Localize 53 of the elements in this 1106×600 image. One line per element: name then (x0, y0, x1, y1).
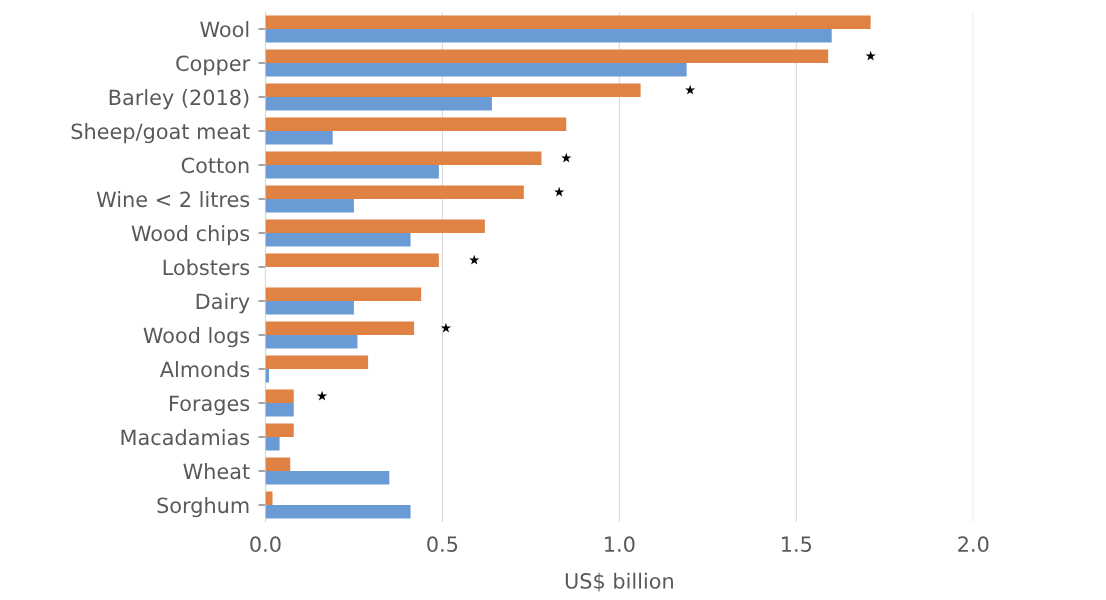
bar (265, 199, 354, 213)
bar (265, 97, 492, 111)
x-tick-label: 1.5 (782, 536, 812, 553)
bar (265, 471, 390, 485)
bar (265, 287, 422, 301)
point (561, 152, 572, 163)
bar (265, 389, 294, 403)
y-tick-label: Cotton (181, 157, 249, 174)
point (685, 84, 696, 95)
point (469, 254, 480, 265)
bar (265, 185, 524, 199)
y-tick-label: Wine < 2 litres (96, 191, 250, 208)
bar (265, 491, 273, 505)
bar (265, 49, 829, 63)
bar (265, 253, 439, 267)
bar (265, 321, 415, 335)
y-tick-label: Wood logs (143, 327, 250, 348)
y-tick-label: Wheat (183, 463, 250, 480)
x-tick-label: 0.5 (427, 536, 458, 553)
y-tick-label: Barley (2018) (109, 89, 249, 110)
x-tick-label: 1.0 (605, 536, 635, 553)
bar (265, 15, 871, 29)
bar (265, 83, 641, 97)
bar (265, 219, 485, 233)
bar (265, 301, 354, 315)
bar (265, 505, 411, 519)
bar (265, 165, 439, 179)
x-axis-title: US$ billion (565, 572, 673, 592)
y-tick-label: Sheep/goat meat (71, 123, 250, 144)
y-tick-label: Wood chips (131, 225, 250, 246)
bar (265, 457, 291, 471)
bar (265, 437, 280, 451)
x-tick-label: 0.0 (250, 536, 281, 553)
point (865, 50, 876, 61)
bar (265, 403, 294, 417)
y-tick-label: Sorghum (157, 497, 249, 518)
y-tick-label: Almonds (159, 361, 250, 378)
y-tick-label: Forages (170, 395, 250, 416)
bar (265, 335, 358, 349)
y-tick-label: Macadamias (121, 429, 250, 446)
y-tick-label: Copper (176, 55, 251, 76)
bar (265, 117, 567, 131)
bar (265, 423, 294, 437)
y-tick-label: Dairy (196, 293, 250, 314)
bar (265, 63, 687, 77)
bar (265, 233, 411, 247)
x-tick-label: 2.0 (958, 536, 989, 553)
bar (265, 355, 369, 369)
y-tick-label: Wool (200, 21, 249, 38)
y-tick-label: Lobsters (163, 259, 250, 276)
bar (265, 131, 333, 145)
bar (265, 29, 832, 43)
bar (265, 151, 542, 165)
